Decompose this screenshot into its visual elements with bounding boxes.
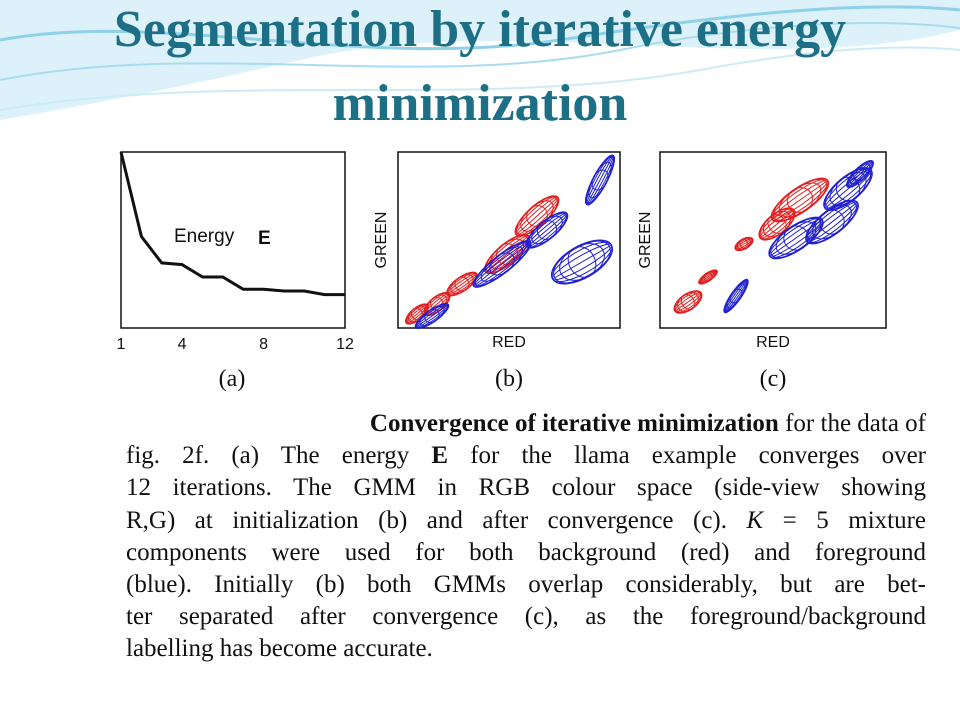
figure-panel: Energy E 1 4 8 12 (a) GREEN RED (b) GREEN R… bbox=[42, 144, 926, 678]
gmm-converged-foreground-component bbox=[805, 199, 859, 245]
panel-c-ylabel: GREEN bbox=[637, 212, 654, 269]
gmm-converged-plot-frame bbox=[659, 151, 887, 329]
caption-line: Convergence of iterative minimization fo… bbox=[369, 410, 926, 437]
gmm-init-plot: GREEN RED (b) bbox=[373, 151, 621, 392]
caption-line: components were used for both background… bbox=[126, 538, 926, 566]
caption-line: labelling has become accurate. bbox=[126, 635, 433, 663]
panel-c-xlabel: RED bbox=[756, 334, 790, 351]
gmm-converged-background-component bbox=[673, 290, 703, 314]
gmm-init-foreground-component bbox=[525, 211, 569, 249]
caption-line: (blue). Initially (b) both GMMs overlap … bbox=[126, 571, 926, 598]
gmm-init-foreground-component bbox=[414, 303, 450, 329]
panel-c-sublabel: (c) bbox=[760, 366, 787, 392]
energy-x-tick-label: 12 bbox=[336, 336, 354, 353]
gmm-converged-background-component bbox=[698, 269, 718, 285]
gmm-converged-background-component bbox=[770, 177, 830, 223]
energy-plot: Energy E 1 4 8 12 (a) bbox=[117, 151, 354, 392]
gmm-converged-plot: GREEN RED (c) bbox=[637, 151, 887, 392]
caption-line: R,G) at initialization (b) and after con… bbox=[126, 506, 927, 534]
energy-x-tick-label: 1 bbox=[117, 336, 126, 353]
panel-b-xlabel: RED bbox=[492, 334, 526, 351]
panel-b-ylabel: GREEN bbox=[373, 212, 390, 269]
gmm-converged-foreground-component bbox=[846, 160, 874, 188]
figure-plots: Energy E 1 4 8 12 (a) GREEN RED (b) GREEN R… bbox=[117, 151, 887, 392]
energy-annotation-symbol: E bbox=[258, 228, 271, 249]
gmm-init-background-component bbox=[514, 195, 560, 237]
energy-plot-frame bbox=[120, 151, 346, 329]
gmm-init-plot-frame bbox=[397, 151, 621, 329]
decorative-background-swoosh bbox=[0, 0, 960, 120]
slide-title-line-2: minimization bbox=[332, 75, 628, 132]
gmm-init-foreground-component bbox=[550, 239, 614, 285]
energy-x-tick-label: 8 bbox=[259, 336, 268, 353]
panel-b-sublabel: (b) bbox=[495, 366, 523, 392]
caption-line: fig. 2f. (a) The energy E for the llama … bbox=[126, 442, 926, 470]
caption-line: ter separated after convergence (c), as … bbox=[126, 603, 926, 631]
energy-x-tick-label: 4 bbox=[178, 336, 187, 353]
gmm-init-background-component bbox=[446, 271, 478, 297]
gmm-converged-background-component bbox=[734, 236, 754, 252]
energy-curve bbox=[119, 151, 345, 297]
gmm-converged-foreground-component bbox=[723, 278, 749, 314]
slide-title-line-1: Segmentation by iterative energy bbox=[113, 1, 847, 58]
panel-a-sublabel: (a) bbox=[219, 366, 246, 392]
gmm-init-foreground-component bbox=[584, 154, 616, 206]
caption-line: 12 iterations. The GMM in RGB colour spa… bbox=[126, 474, 926, 502]
energy-annotation: Energy bbox=[174, 226, 235, 247]
